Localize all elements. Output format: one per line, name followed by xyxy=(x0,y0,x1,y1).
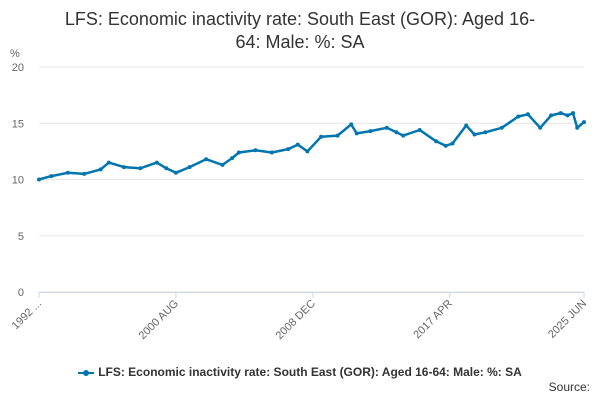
y-tick-label: 5 xyxy=(18,231,24,243)
data-point xyxy=(82,171,87,176)
data-point xyxy=(230,156,235,161)
data-point xyxy=(394,130,399,135)
data-point xyxy=(65,170,70,175)
chart-title-line-2: 64: Male: %: SA xyxy=(235,32,365,52)
y-tick-label: 20 xyxy=(12,62,24,74)
data-point xyxy=(417,128,422,132)
data-point xyxy=(516,114,521,119)
data-point xyxy=(305,149,310,154)
chart-title-line-1: LFS: Economic inactivity rate: South Eas… xyxy=(64,9,536,29)
data-point xyxy=(464,123,469,128)
data-point xyxy=(319,134,324,139)
data-point xyxy=(558,111,563,116)
series-line xyxy=(37,111,586,181)
x-tick-label: 2025 JUN xyxy=(546,298,589,341)
data-point xyxy=(525,112,530,117)
data-point xyxy=(571,111,575,116)
legend-series-marker xyxy=(78,368,95,378)
data-point xyxy=(269,150,274,155)
data-point xyxy=(483,130,488,135)
data-point xyxy=(538,125,543,130)
data-point xyxy=(164,166,169,171)
data-point xyxy=(106,160,111,165)
data-point xyxy=(575,125,580,130)
data-point xyxy=(401,133,406,138)
y-tick-label: 10 xyxy=(12,175,24,187)
data-point xyxy=(295,142,300,147)
data-point xyxy=(565,113,570,118)
data-point xyxy=(384,125,389,130)
data-point xyxy=(368,129,373,134)
data-point xyxy=(434,139,439,144)
legend[interactable]: LFS: Economic inactivity rate: South Eas… xyxy=(0,365,600,379)
data-point xyxy=(549,113,554,118)
y-tick-label: 0 xyxy=(18,287,24,299)
data-point xyxy=(253,148,258,153)
source-label: Source: xyxy=(548,380,590,394)
data-point xyxy=(286,147,291,152)
data-point xyxy=(472,132,477,137)
data-point xyxy=(349,122,354,127)
data-point xyxy=(499,125,504,130)
x-tick-label: 2000 AUG xyxy=(137,298,181,342)
data-point xyxy=(450,141,455,146)
data-point xyxy=(98,167,103,172)
chart-title: LFS: Economic inactivity rate: South Eas… xyxy=(0,8,600,54)
data-point xyxy=(138,166,143,171)
data-point xyxy=(37,177,41,182)
data-point xyxy=(354,131,359,136)
data-point xyxy=(236,150,241,155)
x-tick-label: 2008 DEC xyxy=(274,298,318,342)
data-point xyxy=(49,174,54,179)
data-point xyxy=(204,157,209,162)
data-point xyxy=(121,165,126,170)
x-tick-label: 2017 APR xyxy=(411,298,455,342)
x-tick-label: 1992 ... xyxy=(10,298,44,332)
data-point xyxy=(154,160,159,165)
data-point xyxy=(582,120,586,125)
y-axis-unit-label: % xyxy=(10,48,20,60)
legend-series-label: LFS: Economic inactivity rate: South Eas… xyxy=(98,365,522,379)
data-point xyxy=(335,133,340,138)
data-point xyxy=(173,170,178,175)
data-point xyxy=(187,165,192,170)
data-point xyxy=(443,143,448,148)
y-tick-label: 15 xyxy=(12,118,24,130)
data-point xyxy=(220,162,225,167)
